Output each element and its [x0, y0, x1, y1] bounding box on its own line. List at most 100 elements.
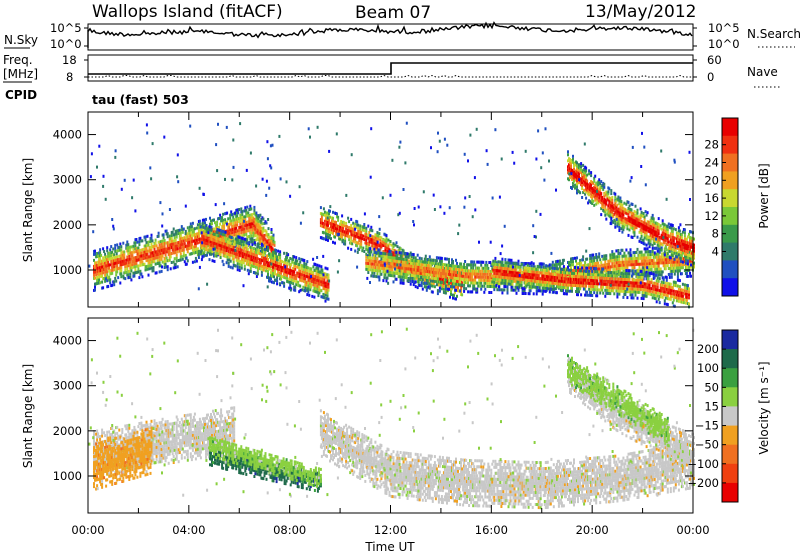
heatmap-cell [317, 267, 320, 271]
heatmap-cell [432, 270, 435, 274]
heatmap-cell [223, 227, 226, 231]
heatmap-cell [269, 279, 271, 283]
heatmap-cell [322, 237, 325, 241]
heatmap-cell [273, 275, 275, 279]
heatmap-cell [428, 282, 431, 286]
heatmap-cell [629, 251, 632, 255]
heatmap-cell [299, 275, 302, 279]
heatmap-cell [682, 263, 685, 267]
heatmap-cell [170, 234, 173, 237]
heatmap-cell [111, 256, 114, 260]
heatmap-cell [388, 242, 391, 246]
heatmap-cell [463, 271, 466, 275]
heatmap-cell [365, 252, 368, 256]
heatmap-cell [307, 266, 310, 270]
heatmap-cell [294, 285, 297, 289]
heatmap-cell [189, 243, 192, 247]
heatmap-cell [113, 268, 116, 272]
heatmap-cell [263, 233, 266, 237]
heatmap-cell [134, 268, 137, 272]
heatmap-cell [213, 238, 216, 242]
heatmap-cell [102, 262, 105, 266]
heatmap-cell [304, 277, 307, 281]
heatmap-cell [134, 265, 137, 269]
heatmap-cell [103, 250, 106, 253]
heatmap-cell [469, 275, 472, 279]
heatmap-cell [110, 254, 113, 258]
heatmap-cell [329, 209, 331, 213]
heatmap-cell [289, 266, 292, 269]
station-title: Wallops Island (fitACF) [92, 2, 283, 22]
heatmap-cell [423, 279, 426, 283]
freq-right-tick-bottom: 0 [707, 70, 714, 84]
heatmap-cell [480, 281, 483, 285]
heatmap-cell [360, 233, 363, 237]
heatmap-cell [645, 256, 648, 260]
heatmap-cell [129, 266, 132, 270]
heatmap-cell [578, 262, 580, 266]
heatmap-cell [267, 227, 270, 231]
heatmap-cell [219, 213, 222, 217]
heatmap-cell [265, 221, 268, 225]
heatmap-cell [281, 275, 284, 279]
heatmap-cell [433, 285, 436, 289]
heatmap-cell [507, 264, 510, 268]
heatmap-cell [347, 231, 350, 235]
heatmap-cell [476, 281, 479, 285]
heatmap-cell [270, 228, 273, 231]
heatmap-cell [421, 269, 424, 273]
heatmap-cell [311, 273, 314, 277]
heatmap-cell [277, 249, 280, 253]
heatmap-cell [150, 233, 153, 237]
heatmap-cell [327, 297, 330, 301]
heatmap-cell [396, 254, 399, 257]
heatmap-cell [575, 259, 577, 263]
heatmap-cell [163, 239, 166, 242]
heatmap-cell [368, 268, 371, 272]
heatmap-cell [664, 264, 667, 268]
heatmap-cell [289, 284, 292, 287]
heatmap-cell [205, 239, 208, 242]
heatmap-cell [222, 239, 225, 243]
heatmap-cell [191, 260, 194, 264]
heatmap-cell [178, 249, 181, 253]
heatmap-cell [189, 246, 192, 250]
heatmap-cell [339, 225, 342, 229]
heatmap-cell [382, 279, 385, 283]
heatmap-cell [310, 282, 313, 286]
heatmap-cell [265, 230, 268, 234]
heatmap-cell [295, 256, 298, 260]
heatmap-cell [395, 256, 398, 260]
heatmap-cell [365, 226, 368, 230]
heatmap-cell [314, 263, 317, 266]
heatmap-cell [398, 260, 401, 264]
heatmap-cell [418, 256, 421, 260]
heatmap-cell [234, 264, 237, 268]
heatmap-cell [246, 247, 249, 251]
heatmap-cell [632, 260, 635, 264]
heatmap-cell [598, 252, 601, 256]
heatmap-cell [372, 241, 375, 245]
heatmap-cell [480, 287, 483, 291]
heatmap-cell [289, 278, 292, 281]
heatmap-cell [323, 219, 326, 223]
heatmap-cell [307, 287, 310, 291]
heatmap-cell [202, 240, 205, 244]
heatmap-cell [260, 270, 263, 274]
heatmap-cell [238, 241, 241, 245]
heatmap-cell [99, 251, 102, 255]
heatmap-cell [388, 252, 391, 256]
heatmap-cell [131, 254, 134, 258]
heatmap-cell [99, 248, 102, 252]
heatmap-cell [299, 272, 302, 276]
heatmap-cell [231, 266, 234, 270]
heatmap-cell [666, 264, 669, 268]
heatmap-cell [336, 212, 338, 216]
heatmap-cell [459, 274, 462, 278]
heatmap-cell [262, 253, 265, 257]
heatmap-cell [254, 265, 257, 269]
heatmap-cell [153, 247, 156, 251]
heatmap-cell [232, 236, 235, 240]
heatmap-cell [183, 236, 186, 240]
